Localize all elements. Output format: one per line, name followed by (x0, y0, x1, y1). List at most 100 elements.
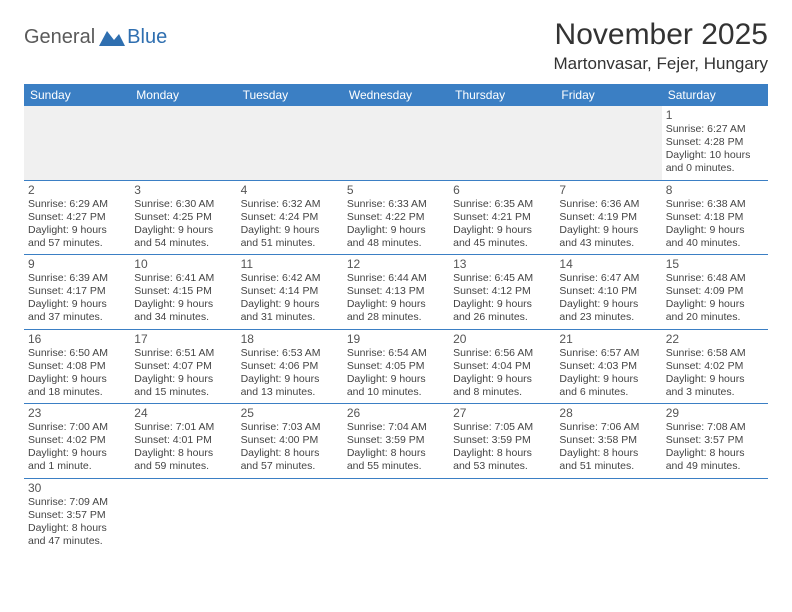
daylight-text: Daylight: 9 hours (347, 224, 445, 237)
day-number: 16 (28, 332, 126, 346)
day-number: 11 (241, 257, 339, 271)
calendar-cell: 5Sunrise: 6:33 AMSunset: 4:22 PMDaylight… (343, 180, 449, 255)
day-number: 30 (28, 481, 126, 495)
calendar-cell (130, 478, 236, 552)
flag-icon (99, 30, 125, 46)
sunset-text: Sunset: 3:59 PM (453, 434, 551, 447)
daylight-text: Daylight: 9 hours (559, 298, 657, 311)
calendar-cell: 18Sunrise: 6:53 AMSunset: 4:06 PMDayligh… (237, 329, 343, 404)
calendar-cell: 23Sunrise: 7:00 AMSunset: 4:02 PMDayligh… (24, 404, 130, 479)
daylight-text: and 55 minutes. (347, 460, 445, 473)
daylight-text: and 10 minutes. (347, 386, 445, 399)
day-number: 21 (559, 332, 657, 346)
sunset-text: Sunset: 4:05 PM (347, 360, 445, 373)
sunrise-text: Sunrise: 6:32 AM (241, 198, 339, 211)
sunset-text: Sunset: 4:06 PM (241, 360, 339, 373)
calendar-cell (449, 106, 555, 180)
sunset-text: Sunset: 4:00 PM (241, 434, 339, 447)
daylight-text: and 51 minutes. (559, 460, 657, 473)
daylight-text: Daylight: 9 hours (134, 224, 232, 237)
calendar-cell (449, 478, 555, 552)
day-header: Thursday (449, 84, 555, 106)
daylight-text: and 47 minutes. (28, 535, 126, 548)
calendar-cell: 26Sunrise: 7:04 AMSunset: 3:59 PMDayligh… (343, 404, 449, 479)
sunset-text: Sunset: 4:27 PM (28, 211, 126, 224)
daylight-text: and 13 minutes. (241, 386, 339, 399)
logo-text-blue: Blue (127, 26, 167, 49)
day-number: 28 (559, 406, 657, 420)
daylight-text: and 8 minutes. (453, 386, 551, 399)
daylight-text: and 1 minute. (28, 460, 126, 473)
daylight-text: Daylight: 9 hours (134, 373, 232, 386)
daylight-text: and 49 minutes. (666, 460, 764, 473)
day-number: 2 (28, 183, 126, 197)
sunrise-text: Sunrise: 6:56 AM (453, 347, 551, 360)
calendar-cell (343, 478, 449, 552)
sunset-text: Sunset: 4:21 PM (453, 211, 551, 224)
daylight-text: and 26 minutes. (453, 311, 551, 324)
daylight-text: Daylight: 8 hours (666, 447, 764, 460)
sunrise-text: Sunrise: 6:47 AM (559, 272, 657, 285)
sunrise-text: Sunrise: 7:03 AM (241, 421, 339, 434)
daylight-text: Daylight: 8 hours (453, 447, 551, 460)
daylight-text: Daylight: 9 hours (453, 224, 551, 237)
daylight-text: Daylight: 9 hours (453, 298, 551, 311)
sunrise-text: Sunrise: 6:30 AM (134, 198, 232, 211)
calendar-cell: 30Sunrise: 7:09 AMSunset: 3:57 PMDayligh… (24, 478, 130, 552)
sunrise-text: Sunrise: 7:05 AM (453, 421, 551, 434)
day-number: 5 (347, 183, 445, 197)
daylight-text: Daylight: 9 hours (134, 298, 232, 311)
daylight-text: and 6 minutes. (559, 386, 657, 399)
calendar-cell: 14Sunrise: 6:47 AMSunset: 4:10 PMDayligh… (555, 255, 661, 330)
daylight-text: Daylight: 9 hours (347, 373, 445, 386)
calendar-cell (555, 478, 661, 552)
daylight-text: Daylight: 9 hours (241, 298, 339, 311)
sunrise-text: Sunrise: 6:44 AM (347, 272, 445, 285)
sunrise-text: Sunrise: 6:57 AM (559, 347, 657, 360)
day-number: 12 (347, 257, 445, 271)
sunrise-text: Sunrise: 6:38 AM (666, 198, 764, 211)
calendar-cell: 1Sunrise: 6:27 AMSunset: 4:28 PMDaylight… (662, 106, 768, 180)
calendar-cell: 27Sunrise: 7:05 AMSunset: 3:59 PMDayligh… (449, 404, 555, 479)
sunset-text: Sunset: 4:18 PM (666, 211, 764, 224)
day-header: Sunday (24, 84, 130, 106)
sunrise-text: Sunrise: 6:42 AM (241, 272, 339, 285)
calendar-cell: 12Sunrise: 6:44 AMSunset: 4:13 PMDayligh… (343, 255, 449, 330)
day-header: Wednesday (343, 84, 449, 106)
calendar-cell: 9Sunrise: 6:39 AMSunset: 4:17 PMDaylight… (24, 255, 130, 330)
day-number: 22 (666, 332, 764, 346)
day-number: 18 (241, 332, 339, 346)
day-number: 10 (134, 257, 232, 271)
sunset-text: Sunset: 3:57 PM (666, 434, 764, 447)
sunrise-text: Sunrise: 7:00 AM (28, 421, 126, 434)
sunrise-text: Sunrise: 6:50 AM (28, 347, 126, 360)
sunrise-text: Sunrise: 6:27 AM (666, 123, 764, 136)
day-number: 15 (666, 257, 764, 271)
sunset-text: Sunset: 4:01 PM (134, 434, 232, 447)
calendar-cell (130, 106, 236, 180)
sunset-text: Sunset: 4:02 PM (28, 434, 126, 447)
calendar-page: General Blue November 2025 Martonvasar, … (0, 0, 792, 570)
sunset-text: Sunset: 4:28 PM (666, 136, 764, 149)
calendar-cell (662, 478, 768, 552)
daylight-text: Daylight: 8 hours (28, 522, 126, 535)
daylight-text: Daylight: 9 hours (666, 298, 764, 311)
calendar-cell: 10Sunrise: 6:41 AMSunset: 4:15 PMDayligh… (130, 255, 236, 330)
daylight-text: and 0 minutes. (666, 162, 764, 175)
sunset-text: Sunset: 4:14 PM (241, 285, 339, 298)
day-number: 23 (28, 406, 126, 420)
daylight-text: and 53 minutes. (453, 460, 551, 473)
sunrise-text: Sunrise: 6:29 AM (28, 198, 126, 211)
calendar-header-row: SundayMondayTuesdayWednesdayThursdayFrid… (24, 84, 768, 106)
sunrise-text: Sunrise: 6:58 AM (666, 347, 764, 360)
sunset-text: Sunset: 4:25 PM (134, 211, 232, 224)
calendar-cell: 22Sunrise: 6:58 AMSunset: 4:02 PMDayligh… (662, 329, 768, 404)
daylight-text: and 45 minutes. (453, 237, 551, 250)
daylight-text: and 18 minutes. (28, 386, 126, 399)
sunrise-text: Sunrise: 6:35 AM (453, 198, 551, 211)
sunrise-text: Sunrise: 6:51 AM (134, 347, 232, 360)
sunrise-text: Sunrise: 6:48 AM (666, 272, 764, 285)
daylight-text: Daylight: 8 hours (241, 447, 339, 460)
sunrise-text: Sunrise: 6:45 AM (453, 272, 551, 285)
daylight-text: Daylight: 9 hours (28, 447, 126, 460)
